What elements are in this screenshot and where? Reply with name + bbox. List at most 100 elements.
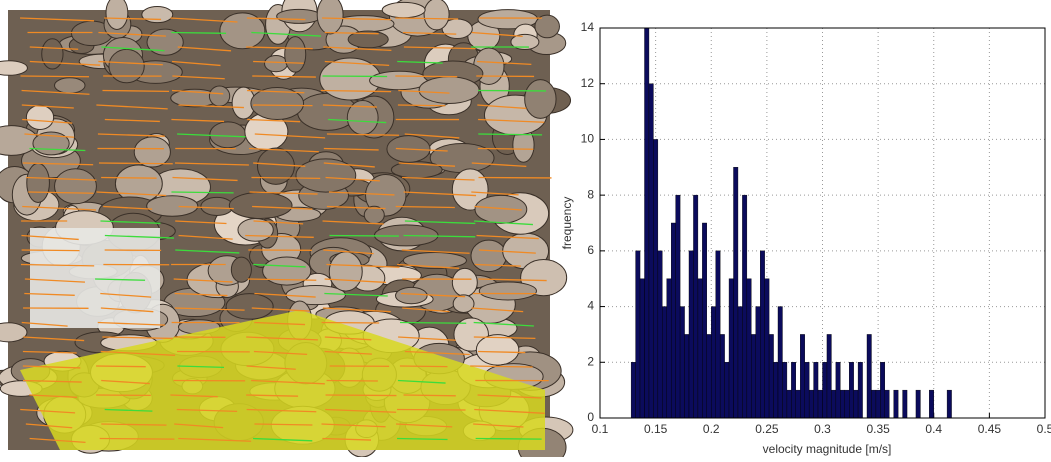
stone [525,80,556,119]
stone [55,169,97,204]
velocity-vector [101,178,156,179]
x-tick-label: 0.1 [592,422,609,436]
x-tick-label: 0.2 [703,422,720,436]
stone [329,252,362,291]
stone [419,77,479,104]
x-tick-label: 0.35 [866,422,890,436]
bar [796,390,800,418]
stone [263,257,311,285]
bar [676,195,680,418]
bar [867,334,871,418]
x-tick-label: 0.45 [978,422,1002,436]
velocity-vector [400,323,466,324]
stone [265,56,288,72]
velocity-vector [171,33,226,34]
stone [396,287,428,303]
stone [452,268,477,296]
bar [823,362,827,418]
bar [729,279,733,418]
velocity-vector [400,366,448,367]
bar [840,390,844,418]
stone [0,61,27,76]
velocity-vector [478,134,542,135]
y-tick-label: 14 [581,20,595,34]
velocity-vector [395,76,457,77]
bar [645,28,649,418]
bar [707,334,711,418]
bar [658,251,662,418]
velocity-vector [102,91,169,92]
stone [453,295,474,313]
velocity-vector [99,163,173,164]
stone [296,159,356,192]
bar [756,307,760,418]
stone [27,163,50,202]
bar [809,390,813,418]
bar [845,390,849,418]
velocity-vector [327,381,378,382]
velocity-vector [171,192,233,193]
bar [836,362,840,418]
bar [800,334,804,418]
bar [782,362,786,418]
x-axis-label: velocity magnitude [m/s] [763,442,892,456]
velocity-vector [22,250,80,251]
bar [734,167,738,418]
stone [471,240,506,271]
stone [257,148,294,184]
bar [702,223,706,418]
x-tick-label: 0.15 [644,422,668,436]
bar [653,139,657,418]
bar [636,251,640,418]
stone [134,137,170,167]
y-tick-label: 4 [587,299,594,313]
stone [229,192,292,218]
velocity-vector [397,410,466,411]
velocity-vector [322,323,380,324]
bar [751,334,755,418]
bar [858,362,862,418]
bar [916,390,920,418]
bar [742,195,746,418]
stone [142,7,173,23]
velocity-vector [253,105,312,106]
bar [818,390,822,418]
stone [147,196,198,216]
velocity-vector [478,149,534,150]
bar [880,362,884,418]
x-tick-label: 0.25 [755,422,779,436]
bar [640,279,644,418]
y-tick-label: 2 [587,354,594,368]
bar [805,362,809,418]
bar [894,390,898,418]
stone [201,197,233,215]
bar [774,362,778,418]
bar [662,307,666,418]
bar [747,279,751,418]
bar [685,334,689,418]
velocity-vector [398,105,445,106]
bar [778,307,782,418]
bar [787,390,791,418]
bar [769,334,773,418]
bar [947,390,951,418]
bar [667,279,671,418]
velocity-vector [100,439,175,440]
velocity-vector [404,395,456,396]
bar [649,84,653,418]
bar [827,334,831,418]
white-board [30,228,160,328]
bar [711,307,715,418]
stone [42,39,63,69]
stone [210,122,246,148]
stone [226,294,273,320]
velocity-vector [21,76,90,77]
bar [765,279,769,418]
stone [479,282,536,300]
velocity-vector [96,366,146,367]
bar [725,362,729,418]
stone [476,335,519,366]
stone [109,49,144,82]
